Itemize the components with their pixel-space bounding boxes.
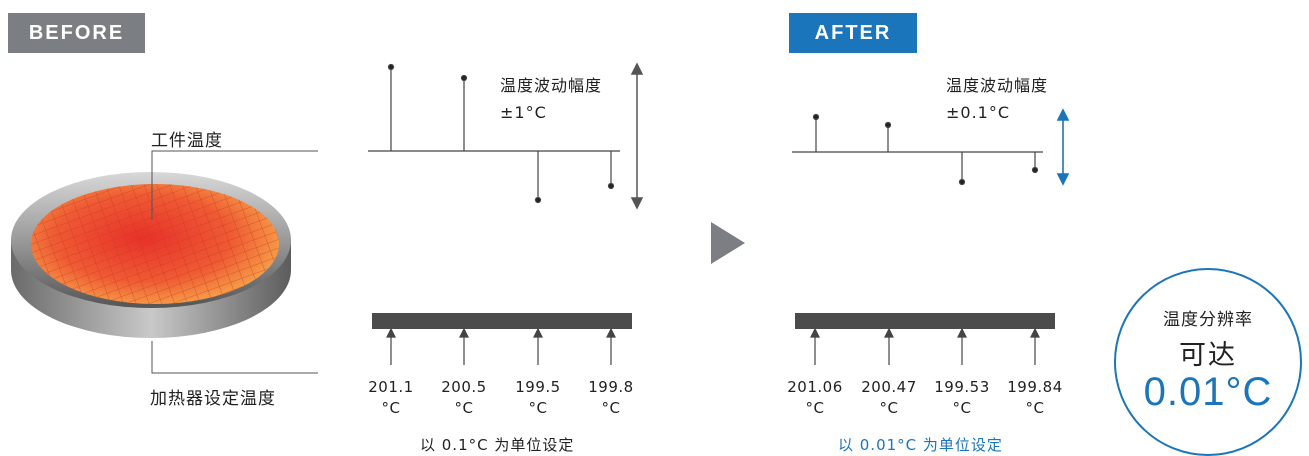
setpoint-unit: °C [528, 399, 548, 417]
heater-setpoint-label: 加热器设定温度 [150, 389, 276, 409]
heater-leader-line [151, 341, 318, 374]
workpiece-leader-line [151, 150, 318, 220]
after-setpoint: 201.06 °C [785, 377, 845, 419]
setpoint-value: 199.84 [1007, 378, 1063, 396]
setpoint-value: 199.5 [515, 378, 561, 396]
after-tag: AFTER [789, 13, 917, 53]
before-setpoint: 199.5 °C [508, 377, 568, 419]
before-fluctuation-title: 温度波动幅度 [500, 76, 603, 95]
after-fluctuation-title: 温度波动幅度 [946, 76, 1049, 95]
setpoint-unit: °C [454, 399, 474, 417]
after-heater-bar [795, 313, 1055, 365]
setpoint-value: 201.06 [787, 378, 843, 396]
resolution-badge-value: 0.01°C [1143, 370, 1273, 414]
setpoint-unit: °C [805, 399, 825, 417]
before-fluctuation-range: ±1°C [500, 103, 547, 122]
before-fluctuation-text: 温度波动幅度 ±1°C [500, 72, 602, 126]
after-fluctuation-text: 温度波动幅度 ±0.1°C [946, 72, 1048, 126]
after-fluctuation-chart [792, 113, 1043, 186]
setpoint-value: 201.1 [368, 378, 414, 396]
before-setpoint: 199.8 °C [581, 377, 641, 419]
setpoint-unit: °C [601, 399, 621, 417]
after-setpoint: 199.53 °C [932, 377, 992, 419]
play-triangle-icon [711, 222, 745, 264]
after-unit-note: 以 0.01°C 为单位设定 [838, 436, 1003, 454]
before-heater-bar [372, 313, 632, 365]
before-tag: BEFORE [8, 13, 145, 53]
setpoint-unit: °C [879, 399, 899, 417]
before-range-arrow-icon [630, 62, 644, 210]
setpoint-unit: °C [381, 399, 401, 417]
before-unit-note: 以 0.1°C 为单位设定 [420, 436, 575, 454]
resolution-badge-title: 温度分辨率 [1163, 310, 1253, 330]
setpoint-value: 200.5 [441, 378, 487, 396]
after-setpoint: 200.47 °C [859, 377, 919, 419]
after-setpoint: 199.84 °C [1005, 377, 1065, 419]
after-fluctuation-range: ±0.1°C [946, 103, 1011, 122]
setpoint-value: 199.8 [588, 378, 634, 396]
setpoint-value: 199.53 [934, 378, 990, 396]
wafer-chuck-illustration [11, 172, 291, 338]
setpoint-unit: °C [952, 399, 972, 417]
before-setpoint: 200.5 °C [434, 377, 494, 419]
before-fluctuation-chart [368, 63, 620, 204]
before-setpoint: 201.1 °C [361, 377, 421, 419]
resolution-badge-subtitle: 可达 [1179, 340, 1237, 371]
setpoint-value: 200.47 [861, 378, 917, 396]
setpoint-unit: °C [1025, 399, 1045, 417]
resolution-badge: 温度分辨率 可达 0.01°C [1114, 268, 1302, 456]
after-range-arrow-icon [1056, 108, 1070, 186]
workpiece-temperature-label: 工件温度 [151, 131, 223, 151]
